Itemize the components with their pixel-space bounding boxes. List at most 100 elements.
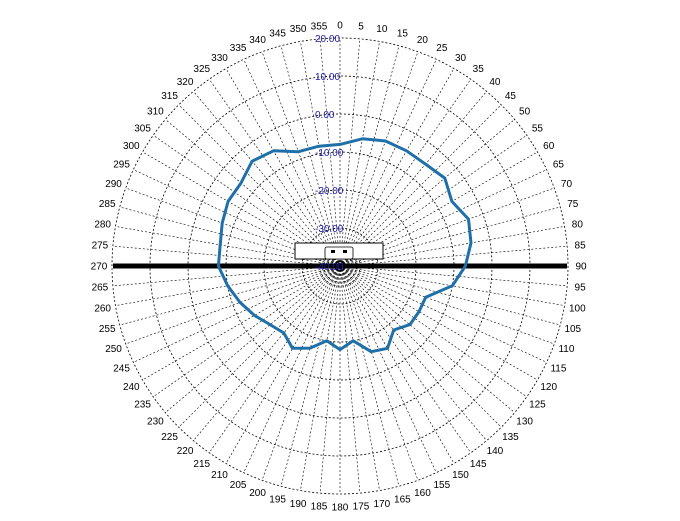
grid-spoke xyxy=(339,79,472,267)
grid-spoke xyxy=(339,265,555,345)
angle-label: 320 xyxy=(177,77,194,88)
grid-spoke xyxy=(339,68,455,267)
angle-label: 90 xyxy=(575,262,587,273)
angle-label: 10 xyxy=(376,24,388,35)
grid-spoke xyxy=(178,104,341,267)
angle-label: 205 xyxy=(230,480,247,491)
grid-spoke xyxy=(153,265,341,398)
angle-label: 135 xyxy=(502,432,519,443)
angle-label: 305 xyxy=(134,123,151,134)
grid-spoke xyxy=(142,265,341,381)
grid-spoke xyxy=(339,265,538,381)
device-diagram xyxy=(294,242,384,270)
device-port xyxy=(324,246,354,260)
grid-spoke xyxy=(243,59,341,267)
angle-label: 150 xyxy=(452,470,469,481)
angle-label: 30 xyxy=(455,53,467,64)
angle-label: 275 xyxy=(92,240,109,251)
grid-spoke xyxy=(125,265,341,345)
grid-spoke xyxy=(112,265,341,287)
angle-label: 140 xyxy=(487,446,504,457)
angle-label: 355 xyxy=(311,21,328,32)
angle-label: 290 xyxy=(105,179,122,190)
angle-label: 260 xyxy=(94,303,111,314)
grid-spoke xyxy=(339,265,487,441)
angle-label: 145 xyxy=(470,459,487,470)
angle-label: 310 xyxy=(147,107,164,118)
radial-value-label: -20.00 xyxy=(315,186,344,197)
angle-label: 255 xyxy=(99,324,116,335)
grid-spoke xyxy=(280,45,341,267)
angle-label: 15 xyxy=(397,29,409,40)
grid-spoke xyxy=(225,265,341,464)
angle-label: 155 xyxy=(434,480,451,491)
mic-element xyxy=(336,262,344,270)
angle-label: 175 xyxy=(353,502,370,513)
angle-label: 85 xyxy=(575,240,587,251)
angle-label: 55 xyxy=(532,123,544,134)
grid-spoke xyxy=(300,265,341,491)
angle-label: 235 xyxy=(134,400,151,411)
angle-label: 285 xyxy=(99,199,116,210)
grid-spoke xyxy=(339,265,419,481)
angle-label: 350 xyxy=(290,24,307,35)
radial-value-label: -10.00 xyxy=(315,148,344,159)
angle-label: 180 xyxy=(332,503,349,514)
grid-spoke xyxy=(339,59,437,267)
angle-label: 60 xyxy=(543,141,555,152)
grid-spoke xyxy=(208,265,341,453)
grid-spoke xyxy=(339,45,400,267)
grid-spoke xyxy=(300,41,341,267)
angle-label: 335 xyxy=(230,43,247,54)
angle-label: 225 xyxy=(161,432,178,443)
angle-label: 195 xyxy=(269,494,286,505)
device-led xyxy=(343,250,347,253)
angle-label: 325 xyxy=(193,64,210,75)
grid-spoke xyxy=(119,265,341,326)
radial-value-label: 0.00 xyxy=(315,110,335,121)
grid-spoke xyxy=(243,265,341,473)
grid-spoke xyxy=(319,265,341,494)
angle-label: 40 xyxy=(489,77,501,88)
grid-spoke xyxy=(339,265,361,494)
grid-spoke xyxy=(208,79,341,267)
radial-value-label: 20.00 xyxy=(315,34,340,45)
angle-label: 160 xyxy=(414,488,431,499)
angle-label: 5 xyxy=(358,21,364,32)
angle-label: 50 xyxy=(519,107,531,118)
angle-label: 340 xyxy=(249,35,266,46)
angle-label: 120 xyxy=(540,382,557,393)
grid-spoke xyxy=(339,265,502,428)
angle-label: 185 xyxy=(311,502,328,513)
grid-spoke xyxy=(339,41,380,267)
grid-spoke xyxy=(339,265,400,487)
angle-label: 190 xyxy=(290,499,307,510)
grid-spoke xyxy=(193,91,341,267)
grid-spoke xyxy=(339,104,502,267)
radial-value-label: 10.00 xyxy=(315,72,340,83)
angle-label: 170 xyxy=(374,499,391,510)
angle-label: 105 xyxy=(564,324,581,335)
angle-label: 110 xyxy=(558,344,574,355)
angle-label: 125 xyxy=(529,400,546,411)
grid-spoke xyxy=(339,265,515,413)
grid-spoke xyxy=(339,265,547,363)
grid-spoke xyxy=(339,265,380,491)
angle-label: 35 xyxy=(473,64,485,75)
grid-spoke xyxy=(261,51,341,267)
grid-spoke xyxy=(339,265,568,287)
angle-label: 280 xyxy=(94,220,111,231)
angle-label: 210 xyxy=(211,470,228,481)
angle-label: 20 xyxy=(417,35,429,46)
angle-label: 230 xyxy=(147,416,164,427)
angle-label: 75 xyxy=(567,199,579,210)
grid-spoke xyxy=(319,38,341,267)
angle-label: 100 xyxy=(569,303,586,314)
grid-spoke xyxy=(261,265,341,481)
angle-label: 165 xyxy=(394,494,411,505)
grid-spoke xyxy=(339,91,487,267)
grid-spoke xyxy=(112,245,341,267)
grid-spoke xyxy=(178,265,341,428)
